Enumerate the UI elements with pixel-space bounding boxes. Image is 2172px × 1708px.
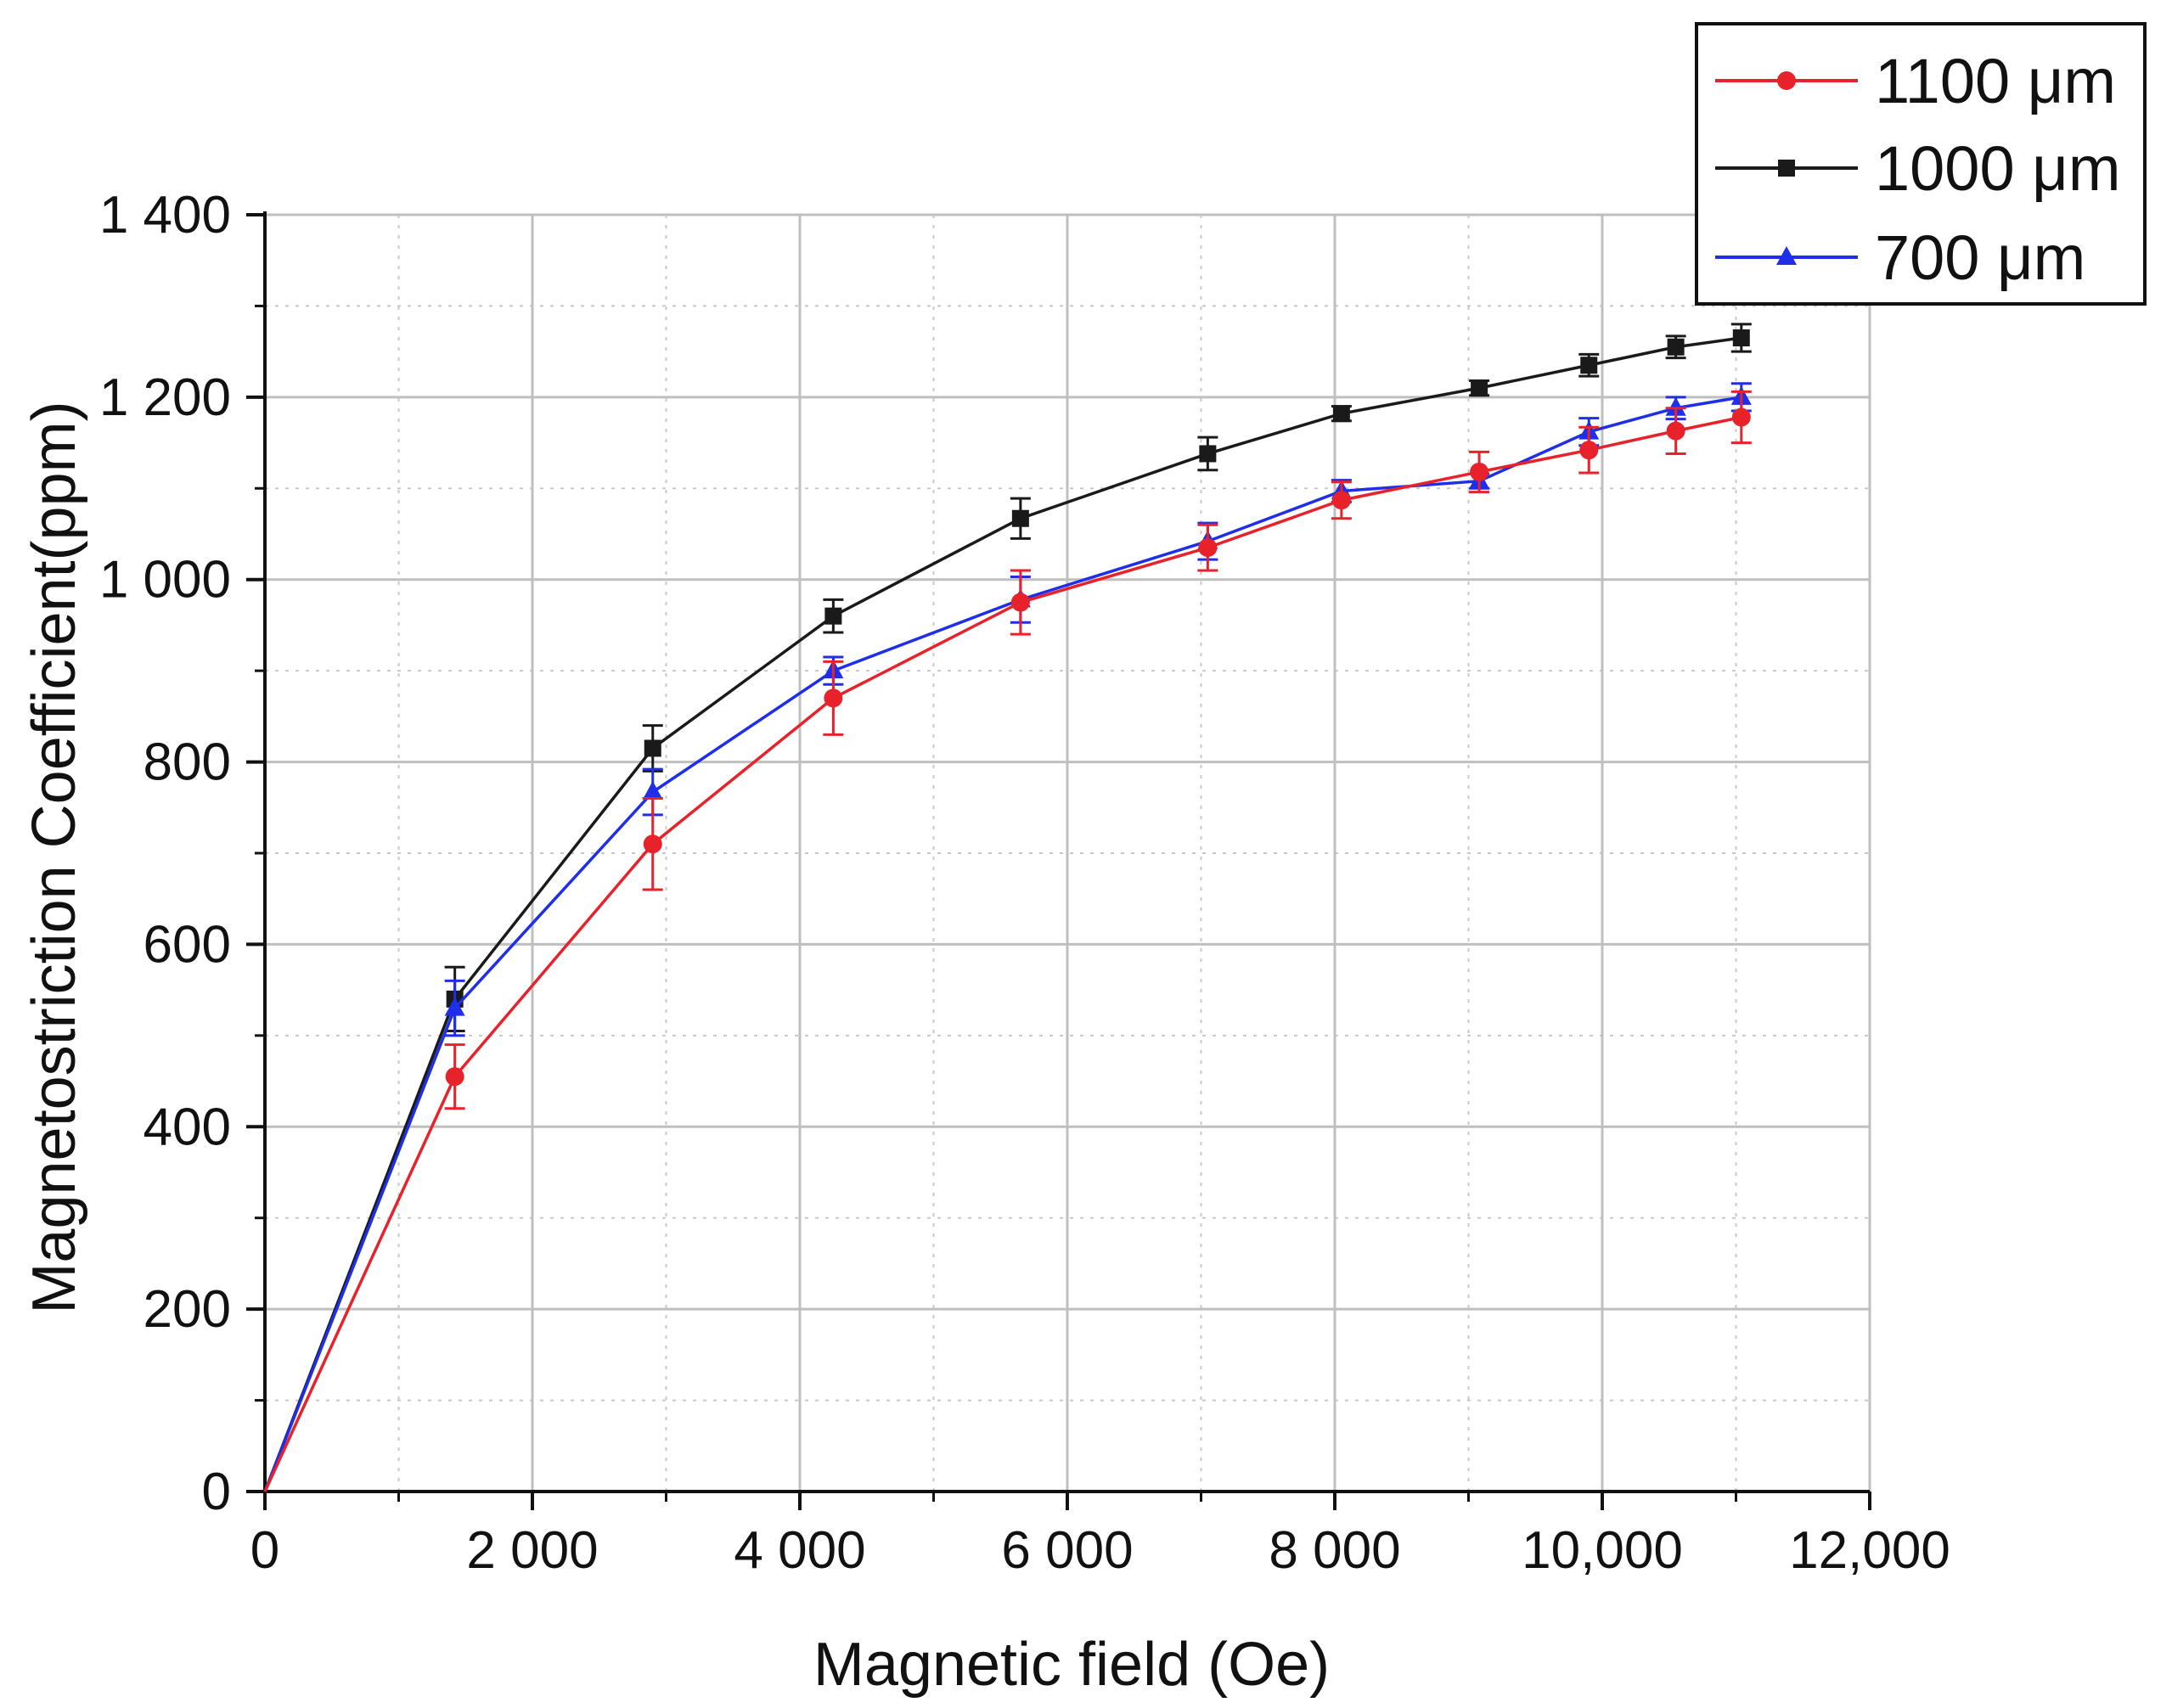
x-tick-label: 10,000 [1522, 1521, 1683, 1580]
data-point [824, 688, 843, 708]
data-point [642, 781, 663, 801]
data-point [1732, 329, 1750, 347]
data-point [1666, 421, 1685, 441]
y-tick-label: 1 200 [99, 368, 231, 427]
x-tick-label: 0 [250, 1521, 279, 1580]
data-point [643, 834, 662, 854]
data-point [1580, 357, 1598, 374]
x-tick-label: 6 000 [1001, 1521, 1133, 1580]
series-1100m-group [263, 390, 1752, 1492]
data-point [1665, 396, 1686, 416]
legend-marker [1778, 160, 1795, 177]
axes [246, 211, 1871, 1510]
y-tick-label: 200 [143, 1280, 231, 1339]
legend-label: 700 μm [1875, 222, 2085, 293]
data-point [1198, 538, 1218, 558]
y-tick-label: 1 000 [99, 551, 231, 610]
data-point [824, 607, 842, 625]
legend: 1100 μm 1000 μm 700 μm [1695, 22, 2147, 306]
y-tick-label: 0 [202, 1463, 231, 1521]
data-point [1011, 509, 1029, 527]
data-point [1731, 407, 1751, 427]
data-point [1667, 338, 1685, 356]
x-tick-label: 12,000 [1789, 1521, 1950, 1580]
legend-entries: 1100 μm 1000 μm 700 μm [1715, 46, 2120, 293]
data-point [1010, 593, 1030, 612]
data-point [1199, 445, 1217, 463]
data-point [1579, 441, 1599, 460]
legend-label: 1100 μm [1875, 46, 2116, 116]
x-tick-label: 8 000 [1269, 1521, 1400, 1580]
data-point [644, 739, 661, 757]
x-tick-label: 2 000 [466, 1521, 598, 1580]
y-tick-label: 400 [143, 1098, 231, 1156]
data-point [1471, 379, 1488, 397]
y-tick-label: 600 [143, 915, 231, 974]
data-point [1331, 491, 1351, 510]
y-tick-label: 1 400 [99, 186, 231, 244]
data-point [444, 997, 465, 1016]
y-tick-label: 800 [143, 733, 231, 792]
data-point [1332, 405, 1350, 423]
data-point [1470, 462, 1489, 481]
legend-marker [1777, 71, 1796, 90]
legend-label: 1000 μm [1875, 133, 2120, 204]
series-1000m-group [263, 323, 1752, 1492]
legend-marker [1776, 246, 1797, 265]
tick-labels: 0 200 400 600 800 1 000 1 200 1 400 0 2 000 4 000 6… [99, 186, 1950, 1580]
x-tick-label: 4 000 [734, 1521, 865, 1580]
data-series [263, 323, 1752, 1492]
x-axis-title: Magnetic field (Oe) [813, 1631, 1330, 1699]
y-axis-title: Magnetostriction Coefficient(ppm) [20, 401, 88, 1313]
data-point [445, 1067, 464, 1087]
grid [265, 213, 1871, 1492]
